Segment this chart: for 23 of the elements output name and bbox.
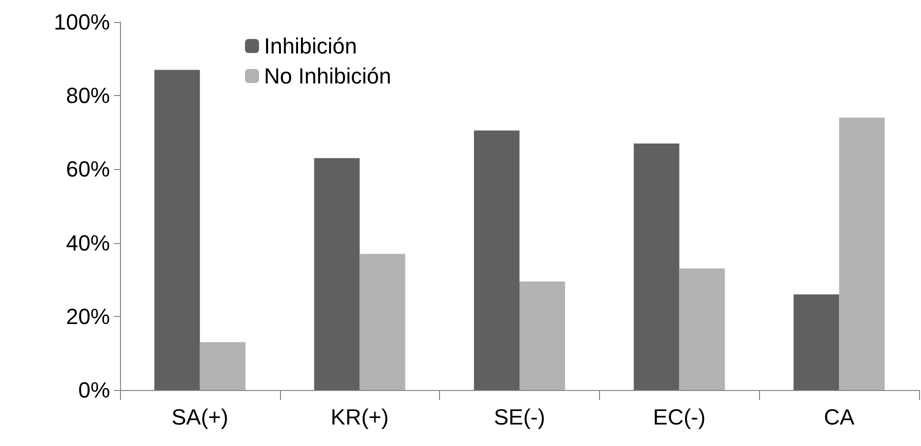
- bar: [794, 294, 840, 390]
- bar: [839, 118, 885, 390]
- bar: [200, 342, 246, 390]
- x-tick-label: KR(+): [330, 404, 389, 430]
- legend-label: Inhibición: [264, 34, 357, 58]
- bar: [314, 158, 360, 390]
- bar: [360, 254, 406, 390]
- x-tick-label: SE(-): [494, 404, 546, 430]
- y-tick-label: 20%: [66, 304, 110, 329]
- legend-label: No Inhibición: [264, 64, 392, 88]
- bar: [634, 143, 680, 390]
- bar: [474, 130, 520, 390]
- y-tick-label: 100%: [54, 10, 110, 34]
- y-tick-label: 40%: [66, 230, 110, 256]
- x-tick-label: SA(+): [171, 404, 228, 430]
- bar: [520, 281, 566, 390]
- y-tick-label: 80%: [66, 83, 110, 108]
- bar: [154, 70, 200, 390]
- x-tick-label: CA: [824, 404, 855, 430]
- bar: [679, 268, 725, 390]
- x-tick-label: EC(-): [653, 404, 706, 430]
- y-tick-label: 60%: [66, 156, 110, 182]
- y-tick-label: 0%: [78, 378, 110, 402]
